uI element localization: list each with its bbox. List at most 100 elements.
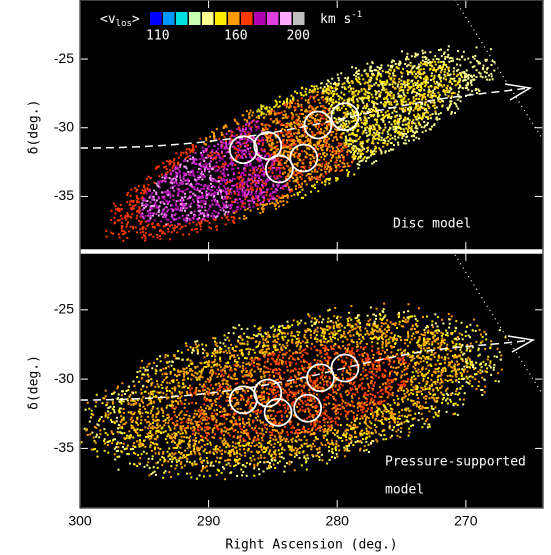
cloud-dot — [310, 190, 313, 193]
cloud-dot — [245, 110, 248, 113]
cloud-dot — [146, 210, 149, 213]
cloud-dot — [156, 236, 159, 239]
cloud-dot — [353, 90, 356, 93]
cloud-dot — [260, 104, 263, 107]
cloud-dot — [203, 175, 206, 178]
cloud-dot — [322, 143, 325, 146]
cloud-dot — [200, 165, 203, 167]
cloud-dot — [162, 216, 165, 219]
cloud-dot — [422, 355, 425, 358]
cloud-dot — [160, 180, 163, 183]
cloud-dot — [174, 201, 177, 204]
cloud-dot — [343, 99, 346, 102]
cloud-dot — [165, 176, 168, 179]
cloud-dot — [366, 110, 369, 113]
cloud-dot — [179, 174, 182, 177]
cloud-dot — [177, 350, 179, 353]
cloud-dot — [397, 141, 400, 144]
cloud-dot — [409, 103, 412, 106]
cloud-dot — [112, 202, 115, 205]
cloud-dot — [352, 92, 355, 95]
cloud-dot — [243, 181, 246, 184]
cloud-dot — [285, 99, 288, 101]
cloud-dot — [254, 356, 257, 359]
cloud-dot — [288, 106, 291, 109]
cloud-dot — [356, 106, 359, 109]
cloud-dot — [420, 86, 422, 88]
cloud-dot — [369, 76, 372, 79]
cloud-dot — [376, 365, 378, 368]
cloud-dot — [156, 466, 159, 469]
cloud-dot — [298, 154, 301, 157]
cloud-dot — [389, 101, 392, 104]
cloud-dot — [462, 71, 465, 74]
cloud-dot — [246, 188, 249, 191]
cloud-dot — [396, 85, 399, 88]
cloud-dot — [452, 345, 455, 348]
cloud-dot — [415, 67, 418, 70]
cloud-dot — [197, 425, 199, 428]
cloud-dot — [204, 185, 207, 187]
cloud-dot — [420, 118, 423, 121]
cloud-dot — [345, 146, 348, 148]
cloud-dot — [320, 165, 323, 168]
cloud-dot — [126, 444, 129, 447]
cloud-dot — [410, 108, 412, 111]
cloud-dot — [364, 69, 367, 72]
cloud-dot — [334, 170, 337, 172]
cloud-dot — [311, 133, 314, 136]
cloud-dot — [194, 151, 197, 154]
cloud-dot — [221, 423, 224, 426]
cloud-dot — [171, 169, 174, 172]
cloud-dot — [330, 97, 333, 99]
cloud-dot — [195, 178, 198, 181]
cloud-dot — [281, 128, 284, 130]
cloud-dot — [225, 193, 228, 196]
cloud-dot — [177, 208, 180, 211]
cloud-dot — [432, 78, 435, 81]
cloud-dot — [267, 152, 270, 155]
cloud-dot — [263, 150, 266, 153]
cloud-dot — [382, 332, 385, 335]
cloud-dot — [180, 179, 183, 182]
cloud-dot — [278, 174, 281, 177]
cloud-dot — [163, 198, 166, 201]
cloud-dot — [181, 202, 184, 205]
cloud-dot — [146, 433, 149, 436]
cloud-dot — [392, 74, 395, 77]
cloud-dot — [252, 337, 255, 340]
cloud-dot — [335, 137, 338, 140]
cloud-dot — [420, 61, 422, 64]
cloud-dot — [116, 219, 119, 222]
cloud-dot — [312, 150, 315, 153]
cloud-dot — [267, 198, 270, 201]
cloud-dot — [339, 96, 342, 99]
cloud-dot — [439, 66, 442, 69]
cloud-dot — [253, 119, 256, 122]
cloud-dot — [217, 152, 220, 155]
cloud-dot — [209, 205, 212, 208]
cloud-dot — [198, 205, 201, 207]
cloud-dot — [472, 55, 474, 58]
cloud-dot — [155, 204, 158, 207]
cloud-dot — [144, 227, 147, 230]
cloud-dot — [392, 97, 395, 100]
cloud-dot — [134, 204, 137, 207]
cloud-dot — [335, 156, 338, 159]
cloud-dot — [339, 160, 342, 163]
cloud-dot — [144, 190, 147, 193]
cloud-dot — [271, 163, 274, 166]
cloud-dot — [161, 373, 164, 376]
cloud-dot — [282, 360, 285, 363]
cloud-dot — [427, 58, 430, 61]
cloud-dot — [409, 86, 412, 89]
cloud-dot — [325, 128, 328, 131]
cloud-dot — [295, 188, 297, 190]
cloud-dot — [157, 197, 160, 200]
cloud-dot — [142, 439, 145, 442]
cloud-dot — [348, 143, 351, 146]
cloud-dot — [345, 436, 348, 439]
cloud-dot — [174, 213, 177, 215]
cloud-dot — [191, 401, 194, 404]
cloud-dot — [454, 354, 457, 357]
